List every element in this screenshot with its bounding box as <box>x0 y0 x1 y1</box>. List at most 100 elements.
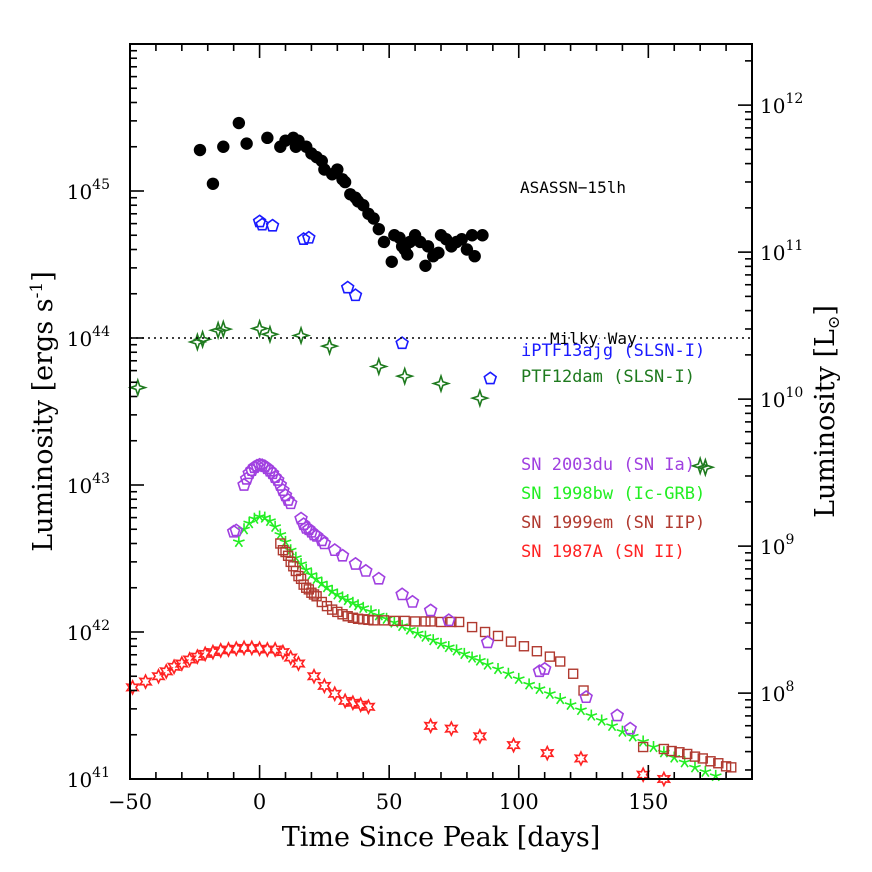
y2-tick-label: 1012 <box>760 91 803 118</box>
data-point <box>512 672 525 685</box>
data-point <box>411 627 424 639</box>
data-point <box>616 725 629 737</box>
data-point <box>327 685 342 703</box>
data-point <box>270 472 285 486</box>
data-point <box>348 556 363 570</box>
data-point <box>469 388 490 409</box>
data-point <box>585 709 598 721</box>
asassn-annotation: ASASSN−15lh <box>520 178 626 197</box>
data-point <box>206 177 220 190</box>
data-point <box>197 645 213 663</box>
data-point <box>353 696 368 714</box>
data-point <box>405 594 420 608</box>
data-point <box>151 667 166 685</box>
data-point <box>480 635 495 649</box>
plot-frame <box>129 43 753 780</box>
data-point <box>365 605 377 617</box>
data-point <box>359 563 373 577</box>
data-point <box>531 646 543 657</box>
data-point <box>656 770 672 788</box>
data-point <box>695 457 716 478</box>
data-point <box>337 692 353 710</box>
data-point <box>348 288 363 302</box>
data-point <box>265 218 280 232</box>
data-point <box>699 765 712 778</box>
data-point <box>658 743 670 755</box>
x-tick-label: 150 <box>628 790 668 814</box>
y-tick-label: 1042 <box>67 618 110 645</box>
series-ptf12dam-slsn-i- <box>127 318 716 478</box>
data-point <box>291 655 306 672</box>
data-point <box>232 535 245 548</box>
data-point <box>193 143 207 157</box>
data-point <box>435 637 447 650</box>
data-point <box>419 259 432 272</box>
data-point <box>606 719 619 732</box>
data-point <box>395 587 409 601</box>
data-point <box>647 741 660 753</box>
data-point <box>127 377 148 398</box>
data-point <box>294 511 308 525</box>
data-point <box>372 222 385 236</box>
data-point <box>502 667 515 680</box>
data-point <box>476 229 489 242</box>
data-point <box>250 458 264 472</box>
data-point <box>255 217 270 231</box>
data-point <box>610 708 625 722</box>
data-point <box>466 651 479 663</box>
data-marks <box>125 116 737 788</box>
data-point <box>442 641 455 653</box>
data-point <box>473 654 486 666</box>
data-point <box>399 615 410 627</box>
data-point <box>314 533 329 547</box>
data-point <box>319 336 340 357</box>
data-point <box>306 667 322 685</box>
data-point <box>623 721 638 735</box>
data-point <box>403 623 416 635</box>
data-point <box>401 248 414 261</box>
y-tick-label: 1045 <box>67 177 110 204</box>
data-point <box>205 643 221 661</box>
data-point <box>192 329 213 350</box>
data-point <box>138 673 153 690</box>
data-point <box>506 736 521 754</box>
data-point <box>705 756 716 767</box>
data-point <box>573 750 589 767</box>
data-point <box>317 677 332 695</box>
data-point <box>455 233 468 246</box>
data-point <box>479 626 491 638</box>
data-point <box>290 325 312 346</box>
data-point <box>544 651 556 662</box>
data-point <box>280 546 291 558</box>
data-point <box>421 240 435 253</box>
data-point <box>574 703 587 716</box>
data-point <box>713 758 724 769</box>
data-point <box>345 694 361 712</box>
data-point <box>275 643 291 661</box>
data-point <box>357 601 370 614</box>
x-tick-label: 0 <box>253 790 266 814</box>
data-point <box>252 640 267 658</box>
series-sn-1987a-sn-ii- <box>125 639 672 788</box>
data-point <box>537 661 552 675</box>
data-point <box>523 678 536 690</box>
data-point <box>237 477 251 491</box>
data-point <box>371 571 386 585</box>
series-iptf13ajg-slsn-i- <box>252 214 498 385</box>
data-point <box>217 140 230 153</box>
data-point <box>252 214 267 228</box>
data-point <box>425 616 436 627</box>
axis-ticks <box>129 44 753 780</box>
legend-entry: SN 1999em (SN IIP) <box>521 513 705 533</box>
data-point <box>423 717 438 735</box>
data-point <box>317 536 332 550</box>
data-point <box>532 664 547 678</box>
data-point <box>249 318 270 339</box>
x-tick-label: −50 <box>108 790 152 814</box>
data-point <box>244 463 259 477</box>
data-point <box>432 246 445 259</box>
data-point <box>327 543 342 557</box>
data-point <box>296 232 311 246</box>
data-point <box>273 477 288 491</box>
